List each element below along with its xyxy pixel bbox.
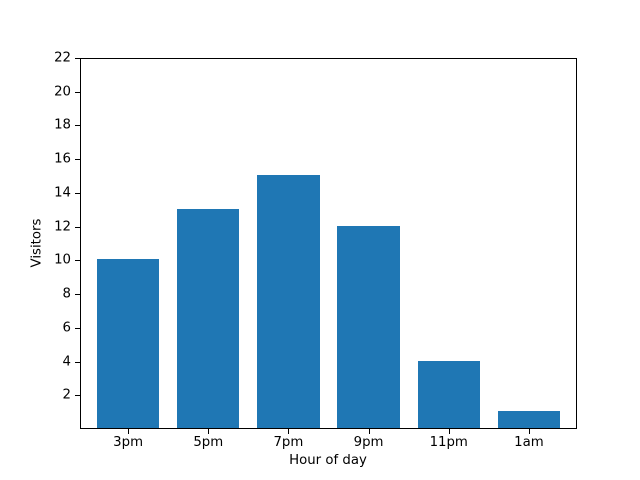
y-tick-label: 14 — [54, 185, 71, 201]
x-tick-mark — [288, 429, 290, 434]
y-tick-mark — [75, 58, 80, 59]
y-tick-mark — [75, 226, 80, 228]
x-tick-label: 5pm — [193, 435, 224, 450]
y-tick-mark — [75, 260, 80, 262]
y-tick-mark — [75, 327, 80, 329]
x-axis-label: Hour of day — [289, 453, 367, 468]
bar-1am — [497, 411, 560, 428]
y-tick-mark — [75, 91, 80, 93]
y-tick-label: 22 — [54, 50, 71, 66]
y-tick-label: 10 — [54, 252, 71, 268]
y-tick-label: 16 — [54, 151, 71, 167]
y-tick-label: 4 — [62, 353, 71, 369]
y-axis-label: Visitors — [29, 218, 45, 268]
y-tick-label: 6 — [62, 320, 71, 336]
y-tick-mark — [75, 294, 80, 296]
bar-3pm — [96, 259, 160, 428]
bar-7pm — [257, 175, 320, 428]
x-tick-label: 7pm — [273, 435, 304, 450]
y-tick-label: 12 — [54, 218, 71, 234]
y-tick-label: 20 — [54, 84, 71, 100]
y-tick-label: 2 — [62, 387, 71, 403]
x-tick-mark — [448, 429, 450, 434]
x-tick-mark — [528, 429, 530, 434]
y-tick-mark — [75, 125, 80, 127]
x-tick-label: 9pm — [353, 435, 384, 450]
x-tick-label: 3pm — [113, 435, 144, 450]
bar-9pm — [337, 225, 400, 428]
bar-5pm — [177, 208, 240, 428]
y-tick-mark — [75, 192, 80, 194]
x-tick-mark — [208, 429, 210, 434]
plot-area — [80, 58, 577, 429]
x-tick-label: 11pm — [429, 435, 468, 450]
x-tick-label: 1am — [514, 435, 544, 450]
y-tick-label: 18 — [54, 117, 71, 133]
x-tick-mark — [128, 429, 130, 434]
y-tick-mark — [75, 395, 80, 397]
bar-11pm — [417, 360, 480, 428]
x-tick-mark — [368, 429, 370, 434]
y-tick-mark — [75, 361, 80, 363]
y-tick-label: 8 — [62, 286, 71, 302]
y-tick-mark — [75, 159, 80, 161]
